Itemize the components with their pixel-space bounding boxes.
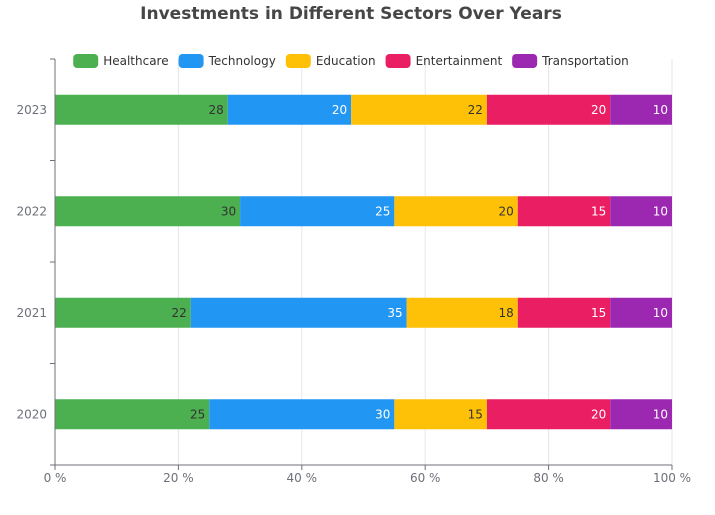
data-label: 20 (591, 103, 606, 117)
y-axis: 2020 2021 2022 2023 (16, 58, 56, 466)
legend-swatch (385, 54, 411, 68)
data-label: 25 (190, 407, 205, 421)
x-axis: 0 % 20 % 40 % 60 % 80 % 100 % (44, 464, 691, 485)
bar-segment (227, 94, 352, 125)
bar-segment (351, 94, 487, 125)
data-label: 35 (387, 306, 402, 320)
y-tick-label: 2020 (16, 407, 47, 421)
y-tick-label: 2022 (16, 204, 47, 218)
data-label: 22 (468, 103, 483, 117)
bars: 25 30 15 20 10 22 35 18 15 10 30 25 20 15 10 28 20 22 20 10 (55, 94, 672, 430)
bar-segment (55, 196, 241, 227)
bar-segment (394, 399, 487, 430)
bar-segment (209, 399, 395, 430)
data-label: 30 (221, 204, 236, 218)
legend-label: Technology (208, 54, 276, 68)
bar-segment (610, 94, 672, 125)
data-label: 20 (332, 103, 347, 117)
data-label: 18 (498, 306, 513, 320)
bar-segment (240, 196, 395, 227)
bar-segment (610, 196, 672, 227)
data-label: 28 (208, 103, 223, 117)
legend: Healthcare Technology Education Entertainme… (73, 54, 629, 68)
x-tick-label: 80 % (533, 471, 564, 485)
legend-swatch (73, 54, 99, 68)
x-tick-label: 20 % (163, 471, 194, 485)
x-tick-label: 40 % (287, 471, 318, 485)
data-label: 15 (591, 204, 606, 218)
legend-swatch (178, 54, 204, 68)
bar-segment (394, 196, 518, 227)
y-tick-label: 2023 (16, 103, 47, 117)
bar-segment (406, 297, 518, 328)
x-tick-label: 0 % (44, 471, 67, 485)
legend-swatch (512, 54, 538, 68)
data-label: 25 (375, 204, 390, 218)
legend-label: Healthcare (103, 54, 168, 68)
bar-segment (486, 94, 611, 125)
data-label: 10 (653, 204, 668, 218)
bar-segment (55, 297, 191, 328)
bar-segment (486, 399, 611, 430)
y-tick-label: 2021 (16, 306, 47, 320)
data-label: 10 (653, 103, 668, 117)
data-label: 10 (653, 407, 668, 421)
bar-segment (55, 94, 228, 125)
bar-segment (190, 297, 407, 328)
data-label: 15 (468, 407, 483, 421)
data-label: 20 (498, 204, 513, 218)
legend-label: Transportation (541, 54, 629, 68)
data-label: 20 (591, 407, 606, 421)
legend-label: Education (316, 54, 376, 68)
bar-segment (517, 196, 611, 227)
bar-segment (610, 297, 672, 328)
grid-lines (177, 59, 673, 465)
x-tick-label: 60 % (410, 471, 441, 485)
data-label: 15 (591, 306, 606, 320)
data-label: 22 (171, 306, 186, 320)
data-label: 10 (653, 306, 668, 320)
bar-segment (610, 399, 672, 430)
x-tick-label: 100 % (653, 471, 691, 485)
legend-label: Entertainment (416, 54, 503, 68)
bar-segment (517, 297, 611, 328)
bar-segment (55, 399, 210, 430)
chart-title: Investments in Different Sectors Over Ye… (140, 4, 562, 24)
legend-swatch (285, 54, 311, 68)
data-label: 30 (375, 407, 390, 421)
